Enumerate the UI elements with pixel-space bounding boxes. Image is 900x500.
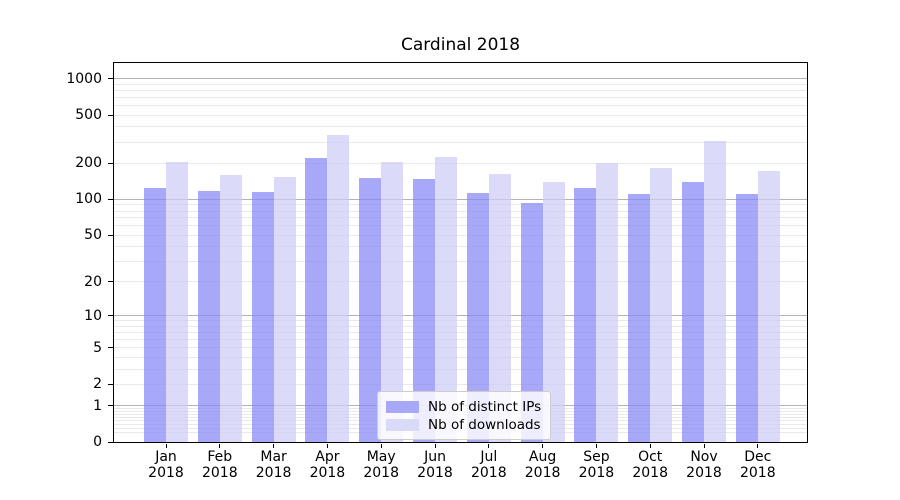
minor-gridline [114,225,807,227]
chart-title: Cardinal 2018 [400,35,521,55]
legend-label-distinct-ips: Nb of distinct IPs [428,398,542,415]
bar-distinct-ips [520,203,543,442]
bar-downloads [596,163,619,442]
y-tick-label: 500 [75,107,102,124]
minor-gridline [114,114,807,116]
bar-distinct-ips [466,193,489,442]
minor-gridline [114,347,807,349]
minor-gridline [114,234,807,236]
bar-downloads [273,177,296,442]
bar-distinct-ips [682,181,704,442]
bar-distinct-ips [359,178,382,442]
x-tick-label: Dec 2018 [739,449,776,481]
legend-swatch-distinct-ips-icon [386,400,419,413]
x-tick-mark [380,444,382,448]
legend-item-distinct-ips: Nb of distinct IPs [386,398,541,415]
y-tick-label: 2 [93,376,102,393]
y-tick-label: 1000 [66,70,102,87]
x-tick-label: Aug 2018 [524,449,561,481]
minor-gridline [114,339,807,341]
x-tick-label: Sep 2018 [578,449,615,481]
bar-downloads [219,174,242,442]
minor-gridline [114,97,807,99]
x-tick-mark [649,444,651,448]
x-tick-label: May 2018 [363,449,399,481]
bar-downloads [757,170,780,442]
x-tick-label: Feb 2018 [201,449,238,481]
bar-distinct-ips [251,192,274,442]
minor-gridline [114,260,807,262]
y-tick-label: 50 [84,227,102,244]
bar-downloads [488,173,511,442]
minor-gridline [114,356,807,358]
minor-gridline [114,217,807,219]
x-tick-label: Nov 2018 [686,449,722,481]
bar-distinct-ips [144,188,166,442]
x-tick-label: Apr 2018 [309,449,346,481]
legend: Nb of distinct IPs Nb of downloads [377,391,552,440]
bar-downloads [381,162,404,442]
bar-distinct-ips [628,193,651,442]
y-tick-label: 200 [75,155,102,172]
y-tick-label: 0 [93,434,102,450]
y-tick-label: 20 [84,273,102,290]
y-tick-label: 5 [93,339,102,356]
major-gridline [114,78,807,80]
x-tick-mark [703,444,705,448]
legend-item-downloads: Nb of downloads [386,416,541,433]
bar-distinct-ips [197,190,220,442]
bar-distinct-ips [574,187,597,442]
major-gridline [114,315,807,317]
x-tick-mark [595,444,597,448]
x-tick-mark [273,444,275,448]
x-tick-mark [434,444,436,448]
minor-gridline [114,210,807,212]
bar-distinct-ips [305,157,328,442]
y-tick-label: 100 [75,191,102,208]
minor-gridline [114,246,807,248]
bar-downloads [650,167,673,442]
minor-gridline [114,332,807,334]
minor-gridline [114,83,807,85]
x-tick-mark [165,444,167,448]
x-tick-label: Jan 2018 [148,449,184,481]
x-tick-label: Jun 2018 [417,449,453,481]
x-tick-mark [219,444,221,448]
minor-gridline [114,326,807,327]
x-tick-label: Oct 2018 [632,449,668,481]
bar-downloads [435,156,457,442]
plot-area [113,62,808,443]
y-tick-label: 1 [93,397,102,414]
x-tick-mark [326,444,328,448]
x-tick-mark [757,444,759,448]
minor-gridline [114,204,807,206]
minor-gridline [114,281,807,283]
minor-gridline [114,126,807,128]
legend-swatch-downloads-icon [386,418,419,431]
bar-distinct-ips [735,193,758,442]
bar-distinct-ips [413,178,435,442]
minor-gridline [114,105,807,107]
x-tick-label: Jul 2018 [470,449,507,481]
minor-gridline [114,320,807,322]
bar-downloads [704,141,726,442]
major-gridline [114,198,807,200]
x-tick-mark [488,444,490,448]
legend-label-downloads: Nb of downloads [428,416,541,433]
bar-downloads [542,181,565,442]
bar-downloads [166,162,188,442]
minor-gridline [114,162,807,164]
bar-downloads [327,134,350,442]
minor-gridline [114,368,807,370]
y-tick-label: 10 [84,307,102,324]
x-tick-label: Mar 2018 [255,449,292,481]
minor-gridline [114,383,807,385]
x-tick-mark [542,444,544,448]
minor-gridline [114,90,807,92]
minor-gridline [114,141,807,143]
